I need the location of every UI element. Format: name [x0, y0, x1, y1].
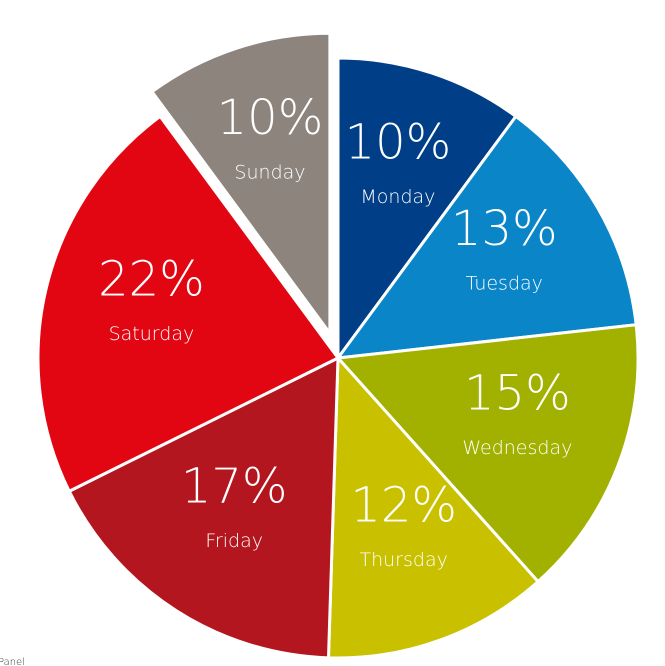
pie-slice [336, 114, 638, 360]
footnote: Panel [0, 657, 25, 666]
pie-slice [336, 323, 640, 584]
pie-slice [67, 356, 340, 660]
slice-category-label: Saturday [109, 323, 195, 345]
slice-category-label: Monday [360, 186, 435, 208]
pie-slice [150, 31, 332, 335]
slice-value-label: 17% [181, 459, 288, 515]
slice-value-label: 12% [350, 477, 457, 533]
slice-category-label: Thursday [359, 549, 447, 571]
pie-slice [336, 56, 518, 360]
slice-value-label: 10% [345, 115, 452, 171]
slice-value-label: 15% [464, 366, 571, 422]
slice-category-label: Sunday [234, 161, 305, 183]
slice-category-label: Wednesday [462, 437, 572, 459]
slice-value-label: 10% [217, 90, 324, 146]
pie-slice [326, 356, 540, 660]
slice-value-label: 13% [451, 201, 558, 257]
slice-category-label: Friday [205, 530, 263, 552]
slice-value-label: 22% [98, 252, 205, 308]
slice-category-label: Tuesday [466, 273, 543, 295]
pie-slice [36, 114, 340, 493]
